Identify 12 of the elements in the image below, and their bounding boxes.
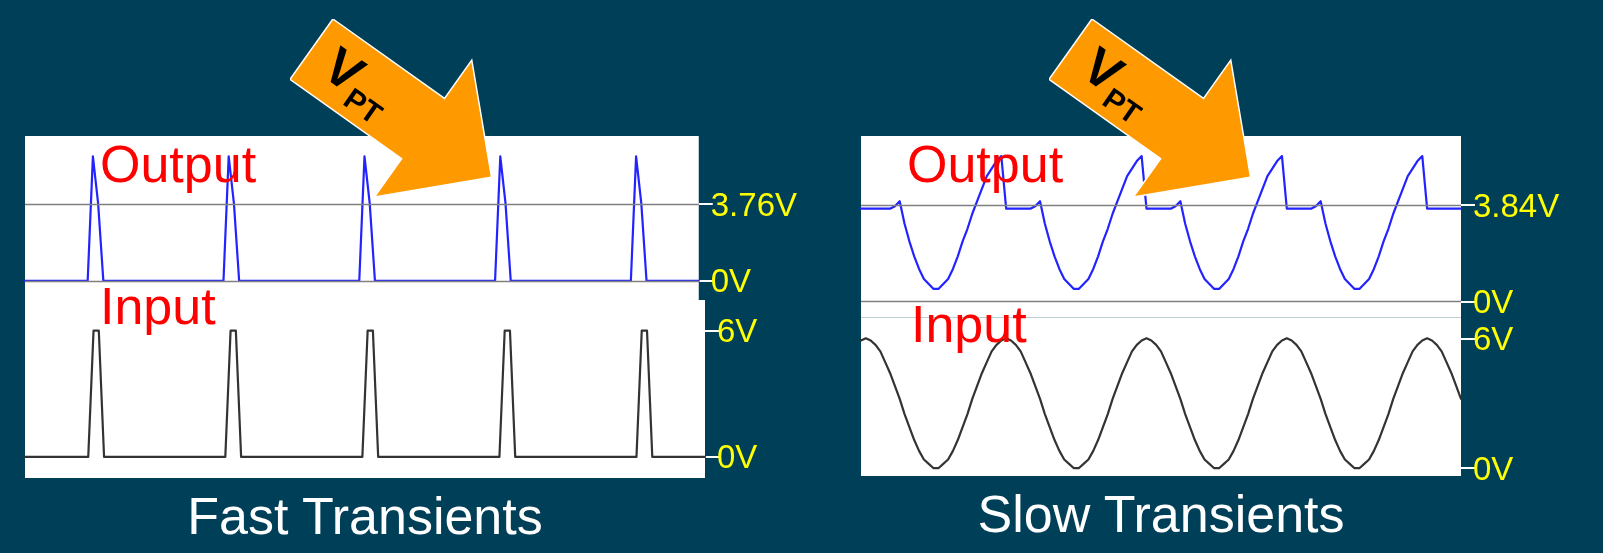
series-label: Input xyxy=(911,295,1028,353)
y-tick-label: 3.84V xyxy=(1473,186,1560,224)
y-tick-label: 3.76V xyxy=(710,185,798,223)
x-axis-title: Fast Transients xyxy=(187,487,543,545)
y-tick-label: 0V xyxy=(710,262,752,300)
y-tick-label: 6V xyxy=(717,312,758,350)
y-tick-label: 0V xyxy=(1473,283,1514,320)
series-label: Input xyxy=(100,277,217,335)
y-tick-label: 6V xyxy=(1473,319,1514,357)
y-tick-label: 0V xyxy=(1473,449,1514,487)
x-axis-title: Slow Transients xyxy=(977,485,1345,543)
y-tick-label: 0V xyxy=(717,438,758,476)
